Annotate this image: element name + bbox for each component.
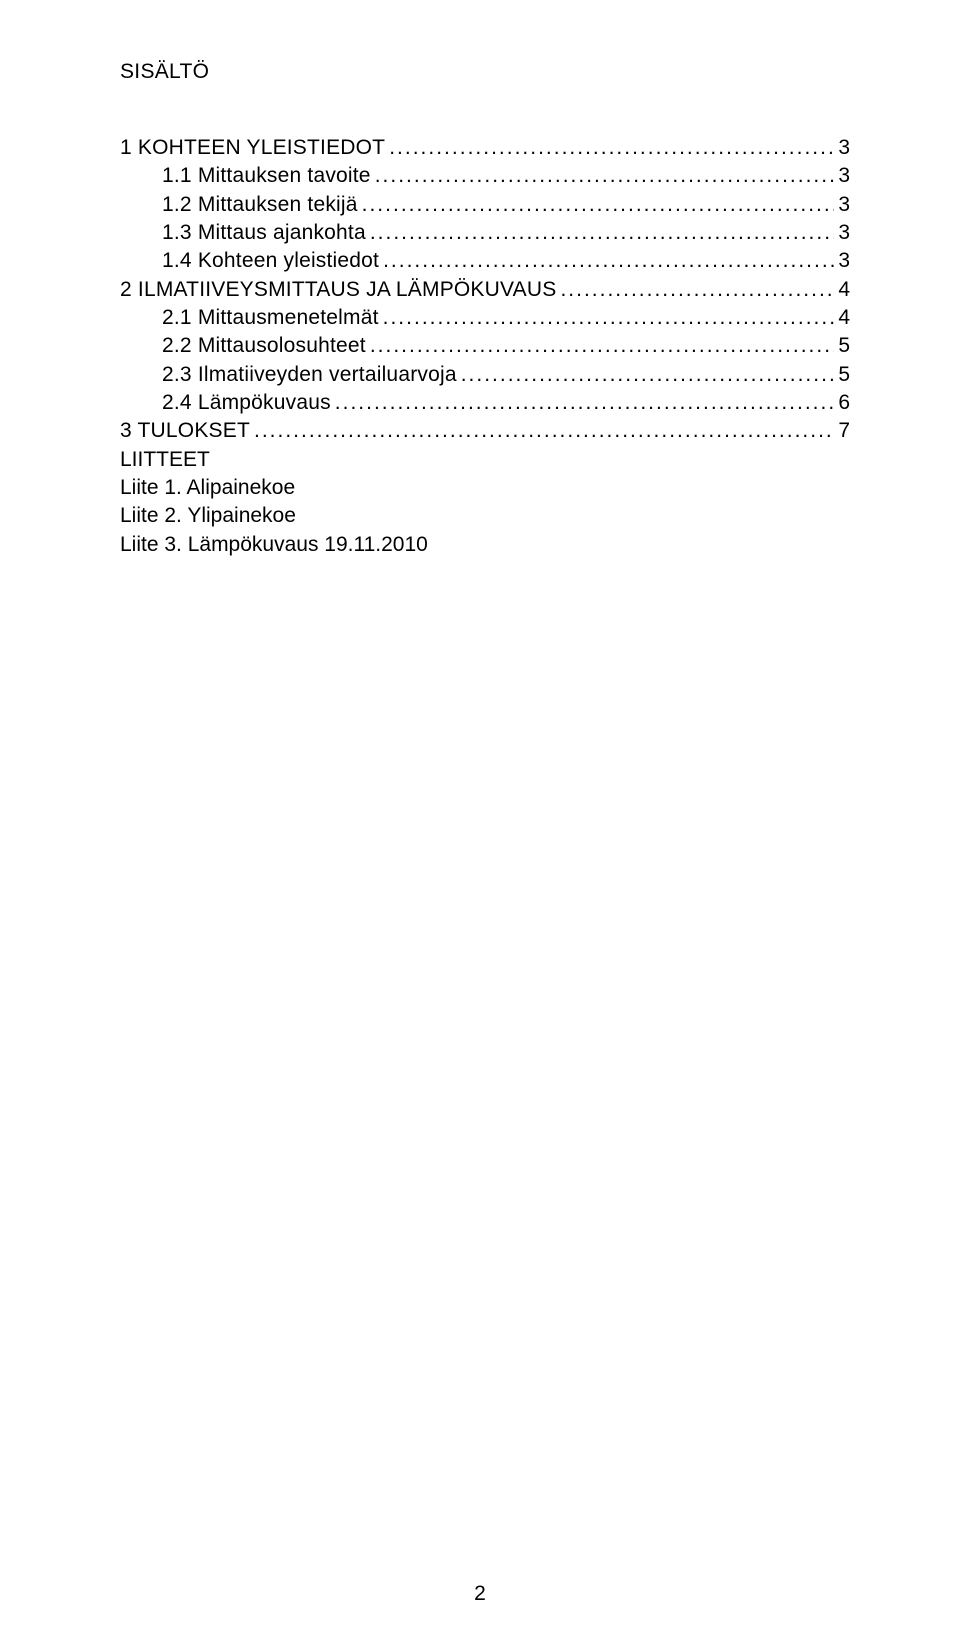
toc-entry-page: 4 <box>838 276 850 304</box>
toc-entry-label: 2.3 Ilmatiiveyden vertailuarvoja <box>162 361 457 389</box>
toc-leader-dots <box>461 361 835 389</box>
toc-leader-dots <box>254 417 834 445</box>
toc-entry-page: 4 <box>838 304 850 332</box>
toc-entry-page: 7 <box>838 417 850 445</box>
toc-entry-page: 3 <box>838 162 850 190</box>
toc-entry: 1.1 Mittauksen tavoite 3 <box>120 162 850 190</box>
toc-entry: 2.3 Ilmatiiveyden vertailuarvoja 5 <box>120 361 850 389</box>
toc-entry-label: 2.2 Mittausolosuhteet <box>162 332 366 360</box>
toc-entry-label: 2.4 Lämpökuvaus <box>162 389 331 417</box>
toc-leader-dots <box>362 191 835 219</box>
toc-leader-dots <box>389 134 834 162</box>
toc-entry-page: 3 <box>838 219 850 247</box>
toc-leader-dots <box>560 276 834 304</box>
toc-entry-label: 1.2 Mittauksen tekijä <box>162 191 358 219</box>
toc-entry: 2.1 Mittausmenetelmät 4 <box>120 304 850 332</box>
toc-leader-dots <box>383 247 834 275</box>
appendices-list: Liite 1. AlipainekoeLiite 2. Ylipainekoe… <box>120 474 850 559</box>
toc-entry-label: 1.3 Mittaus ajankohta <box>162 219 366 247</box>
toc-entry-page: 3 <box>838 247 850 275</box>
document-page: SISÄLTÖ 1 KOHTEEN YLEISTIEDOT31.1 Mittau… <box>0 0 960 1646</box>
toc-entry-page: 3 <box>838 191 850 219</box>
toc-leader-dots <box>370 332 834 360</box>
appendices-heading: LIITTEET <box>120 446 850 474</box>
toc-entry: 2 ILMATIIVEYSMITTAUS JA LÄMPÖKUVAUS 4 <box>120 276 850 304</box>
toc-entry: 2.4 Lämpökuvaus 6 <box>120 389 850 417</box>
toc-leader-dots <box>335 389 835 417</box>
toc-leader-dots <box>383 304 835 332</box>
page-number: 2 <box>0 1582 960 1606</box>
toc-leader-dots <box>370 219 834 247</box>
toc-entry: 1 KOHTEEN YLEISTIEDOT 3 <box>120 134 850 162</box>
appendix-entry: Liite 1. Alipainekoe <box>120 474 850 502</box>
toc-entry: 1.2 Mittauksen tekijä 3 <box>120 191 850 219</box>
toc-entry-label: 2.1 Mittausmenetelmät <box>162 304 379 332</box>
toc-entry-label: 3 TULOKSET <box>120 417 250 445</box>
toc-entry-page: 5 <box>838 361 850 389</box>
toc-entry-label: 1.1 Mittauksen tavoite <box>162 162 371 190</box>
toc-entry-label: 2 ILMATIIVEYSMITTAUS JA LÄMPÖKUVAUS <box>120 276 556 304</box>
toc-entry: 1.4 Kohteen yleistiedot 3 <box>120 247 850 275</box>
toc-entry: 2.2 Mittausolosuhteet 5 <box>120 332 850 360</box>
toc-entry: 1.3 Mittaus ajankohta 3 <box>120 219 850 247</box>
toc-entry-page: 5 <box>838 332 850 360</box>
toc-entry-label: 1.4 Kohteen yleistiedot <box>162 247 379 275</box>
appendix-entry: Liite 3. Lämpökuvaus 19.11.2010 <box>120 531 850 559</box>
toc-entry-page: 3 <box>838 134 850 162</box>
toc-entry-page: 6 <box>838 389 850 417</box>
toc-entry: 3 TULOKSET 7 <box>120 417 850 445</box>
appendix-entry: Liite 2. Ylipainekoe <box>120 502 850 530</box>
toc-heading: SISÄLTÖ <box>120 60 850 84</box>
toc-entry-label: 1 KOHTEEN YLEISTIEDOT <box>120 134 385 162</box>
toc-leader-dots <box>375 162 835 190</box>
toc-list: 1 KOHTEEN YLEISTIEDOT31.1 Mittauksen tav… <box>120 134 850 446</box>
